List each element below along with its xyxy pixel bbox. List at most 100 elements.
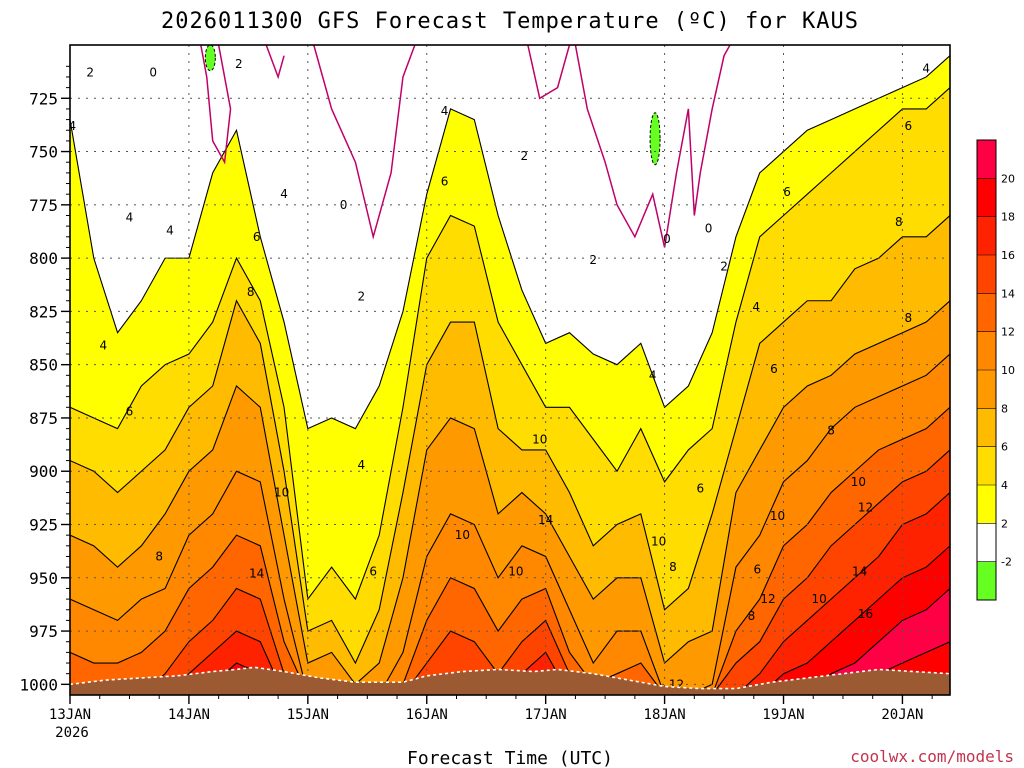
colorbar-label: 2 [1001,517,1008,530]
colorbar-label: 18 [1001,211,1015,224]
terrain [70,667,950,695]
contour-label: 4 [69,119,77,133]
colorbar-segment [977,293,996,332]
cold-patch [649,112,661,166]
zero-isotherm [265,45,285,80]
y-tick-label: 850 [29,356,58,375]
x-tick-label: 16JAN [406,707,448,723]
y-tick-label: 875 [29,409,58,428]
colorbar-label: -2 [1001,556,1012,569]
colorbar-label: 20 [1001,172,1015,185]
plot-area: 2 024444686480210144646210101014200246108… [69,45,950,695]
contour-label: 14 [249,567,264,581]
contour-label: 14 [852,564,867,578]
credit-text: coolwx.com/models [850,747,1014,766]
zero-isotherm [200,45,232,165]
zero-isotherm [313,45,416,240]
contour-label: 2 [520,149,528,163]
colorbar-segment [977,331,996,370]
contour-label: 8 [155,549,163,563]
y-tick-label: 975 [29,622,58,641]
contour-label: 8 [827,424,835,438]
contour-label: 10 [812,592,827,606]
y-tick-label: 750 [29,143,58,162]
x-tick-label: 18JAN [644,707,686,723]
colorbar-label: 6 [1001,441,1008,454]
colorbar-segment [977,446,996,485]
y-tick-label: 1000 [19,675,58,694]
contour-label: 0 [340,198,348,212]
x-axis-year: 2026 [55,725,89,741]
contour-label: 0 [663,232,671,246]
y-tick-label: 925 [29,516,58,535]
colorbar-segment [977,370,996,409]
colorbar-label: 10 [1001,364,1015,377]
contour-label: 6 [369,564,377,578]
contour-label: 4 [99,338,107,352]
y-axis: 725 750 775 800 825 850 875 900 925 950 975 1000 [19,65,70,694]
plot-frame [69,44,951,696]
x-axis: 13JAN 14JAN 15JAN 16JAN 17JAN 18JAN 19JAN 20JAN [49,695,933,723]
contour-label: 10 [455,528,470,542]
temperature-bands [70,45,950,695]
x-tick-label: 17JAN [525,707,567,723]
colorbar-segment [977,140,996,179]
chart-title: 2026011300 GFS Forecast Temperature (ºC)… [161,9,859,34]
contour-label: 4 [358,458,366,472]
contour-label: 6 [126,405,134,419]
y-tick-label: 950 [29,569,58,588]
contour-label: 10 [274,486,289,500]
colorbar-segment [977,216,996,255]
contour-label: 6 [696,481,704,495]
x-tick-label: 13JAN [49,707,91,723]
contour-label: 8 [748,609,756,623]
contour-label: 12 [858,500,873,514]
contour-label: 8 [247,285,255,299]
y-tick-label: 725 [29,89,58,108]
below-minus-two-patches [204,45,661,166]
y-tick-label: 800 [29,249,58,268]
contour-label: 8 [895,215,903,229]
colorbar-segment [977,523,996,562]
contour-label: 10 [851,475,866,489]
contour-label: 10 [770,509,785,523]
contour-label: 4 [126,211,134,225]
contour-label: 6 [783,185,791,199]
contour-label: 6 [253,230,261,244]
contour-label: 10 [651,535,666,549]
contour-label: 6 [770,362,778,376]
colorbar-segment [977,178,996,217]
contour-label: 8 [669,560,677,574]
contour-label: 2 [589,253,597,267]
contour-label: 0 [705,221,713,235]
contour-label: 2 [720,260,728,274]
contour-label: 2 [358,289,366,303]
y-tick-label: 775 [29,196,58,215]
contour-label: 4 [280,187,288,201]
y-tick-label: 900 [29,462,58,481]
contour-label: 4 [166,223,174,237]
colorbar-label: 4 [1001,479,1008,492]
contour-label: 6 [754,562,762,576]
x-axis-label: Forecast Time (UTC) [407,748,613,768]
contour-label: 8 [905,311,913,325]
colorbar-segment [977,255,996,294]
contour-label: 6 [905,119,913,133]
zero-isotherm-lines [200,45,731,248]
contour-label: 4 [649,368,657,382]
terrain-edge [70,666,950,690]
contour-label: 16 [858,607,873,621]
contour-label: 4 [752,300,760,314]
x-tick-label: 20JAN [881,707,923,723]
contour-label: 0 [149,66,157,80]
contour-label: 6 [441,174,449,188]
zero-isotherm [574,45,731,248]
colorbar-label: 14 [1001,287,1015,300]
x-tick-label: 14JAN [168,707,210,723]
colorbar-segment [977,561,996,600]
colorbar: 20 18 16 14 12 10 8 6 4 2 -2 [976,139,1015,601]
cold-patch [204,45,216,72]
contour-labels: 2 024444686480210144646210101014200246108… [69,57,930,691]
zero-isotherm [527,45,571,100]
